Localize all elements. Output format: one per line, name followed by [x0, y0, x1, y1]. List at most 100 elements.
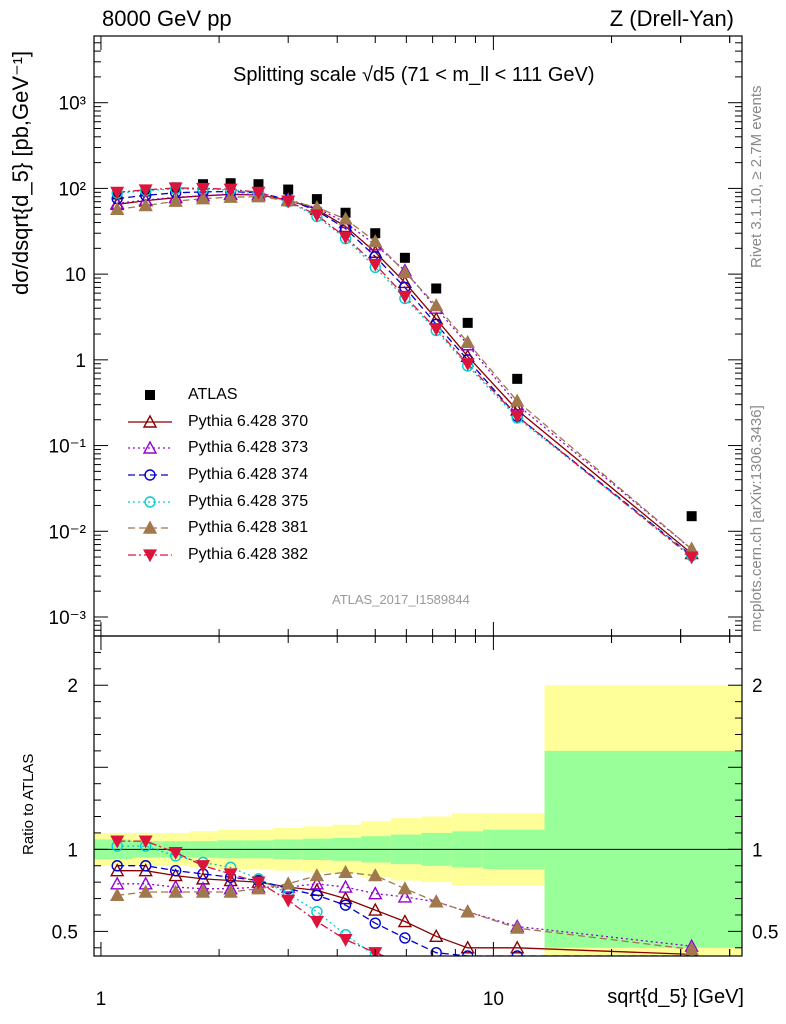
ratio-point — [429, 894, 444, 908]
ratio-point — [110, 835, 125, 849]
data-point — [138, 184, 153, 198]
data-point — [397, 264, 413, 279]
data-point — [460, 358, 475, 372]
ratio-point — [311, 905, 323, 918]
y-tick-label: 10 — [65, 265, 86, 286]
ratio-point — [338, 933, 353, 947]
ratio-point — [463, 959, 473, 969]
ratio-point — [338, 879, 353, 893]
ratio-point — [462, 959, 474, 970]
ratio-point — [431, 959, 441, 969]
data-point — [283, 184, 294, 195]
data-point — [251, 186, 266, 200]
ratio-point — [111, 860, 123, 872]
ratio-point — [512, 959, 522, 969]
ratio-point — [309, 876, 325, 890]
legend-item: Pythia 6.428 375 — [120, 488, 308, 515]
data-point — [399, 252, 410, 263]
data-point — [223, 183, 238, 197]
legend-swatch-381 — [128, 520, 172, 534]
legend-swatch-382 — [128, 549, 172, 563]
data-point — [138, 198, 153, 212]
legend-swatch-375 — [128, 495, 172, 508]
data-point — [368, 234, 383, 248]
y-tick-label: 10² — [59, 179, 86, 200]
data-point — [338, 211, 353, 225]
ratio-point — [686, 959, 698, 970]
main-series — [110, 178, 699, 565]
ratio-point — [138, 884, 153, 898]
y-tick-label: 10⁻³ — [49, 608, 87, 629]
chart-title: Splitting scale √d5 (71 < m_ll < 111 GeV… — [233, 64, 595, 86]
ratio-line — [117, 865, 692, 956]
data-point — [431, 283, 442, 294]
ratio-point — [460, 940, 475, 954]
data-point — [686, 511, 697, 522]
ratio-point — [369, 917, 381, 929]
data-point — [397, 290, 412, 304]
data-point — [684, 551, 699, 565]
legend-swatch-373 — [128, 441, 172, 455]
data-point — [309, 209, 324, 223]
ratio-point — [687, 959, 697, 969]
data-point — [195, 191, 211, 205]
legend-item: Pythia 6.428 373 — [120, 435, 308, 462]
ratio-point — [368, 868, 383, 882]
data-point — [110, 201, 125, 216]
ratio-point — [368, 902, 383, 916]
ratio-y-tick-label: 0.5 — [52, 922, 78, 943]
legend-label: Pythia 6.428 382 — [188, 545, 309, 563]
ratio-point — [251, 876, 266, 890]
ratio-point — [168, 884, 183, 898]
ratio-point — [400, 959, 410, 969]
ratio-point — [460, 904, 475, 918]
data-point — [281, 195, 296, 209]
data-point — [338, 231, 353, 245]
legend-label: Pythia 6.428 373 — [188, 439, 309, 457]
ratio-point — [311, 889, 323, 901]
data-point — [225, 178, 236, 189]
x-tick-label: 1 — [96, 989, 107, 1010]
ratio-y-tick-label: 1 — [752, 840, 763, 861]
data-point — [368, 244, 383, 258]
ratio-y-tick-label: 2 — [752, 676, 763, 697]
legend-swatch-370 — [128, 414, 172, 428]
legend-marker — [142, 441, 158, 455]
ratio-point — [339, 899, 352, 911]
legend-marker — [144, 469, 156, 481]
data-point — [110, 186, 125, 200]
legend-marker — [144, 495, 156, 508]
ratio-frame — [93, 635, 743, 957]
ratio-y-tick-label: 2 — [67, 676, 78, 697]
ratio-point — [195, 884, 211, 898]
ratio-point — [338, 864, 353, 879]
ratio-point — [223, 884, 238, 898]
ratio-point — [511, 950, 523, 956]
data-point — [462, 317, 473, 328]
x-axis-label: sqrt{d_5} [GeV] — [607, 986, 744, 1008]
ratio-point — [511, 959, 523, 970]
data-point — [370, 228, 381, 239]
data-point — [429, 323, 444, 337]
ratio-point — [281, 876, 296, 890]
ratio-point — [510, 920, 525, 934]
legend-item: Pythia 6.428 382 — [120, 542, 308, 569]
ratio-point — [397, 889, 413, 903]
legend-label: ATLAS — [188, 386, 238, 404]
y-tick-label: 10³ — [59, 94, 86, 115]
legend-item: Pythia 6.428 374 — [120, 462, 308, 489]
ratio-point — [196, 860, 211, 873]
ratio-point — [430, 947, 442, 956]
legend-label: Pythia 6.428 374 — [188, 466, 309, 484]
analysis-tag: ATLAS_2017_I1589844 — [332, 592, 470, 607]
series-line — [117, 188, 693, 557]
data-point — [223, 189, 238, 203]
ratio-point — [684, 941, 699, 956]
ratio-point — [139, 860, 152, 872]
data-point — [196, 182, 211, 196]
legend-marker — [142, 520, 158, 534]
ratio-point — [168, 847, 183, 860]
ratio-point — [309, 915, 324, 929]
legend-item: Pythia 6.428 381 — [120, 515, 308, 542]
